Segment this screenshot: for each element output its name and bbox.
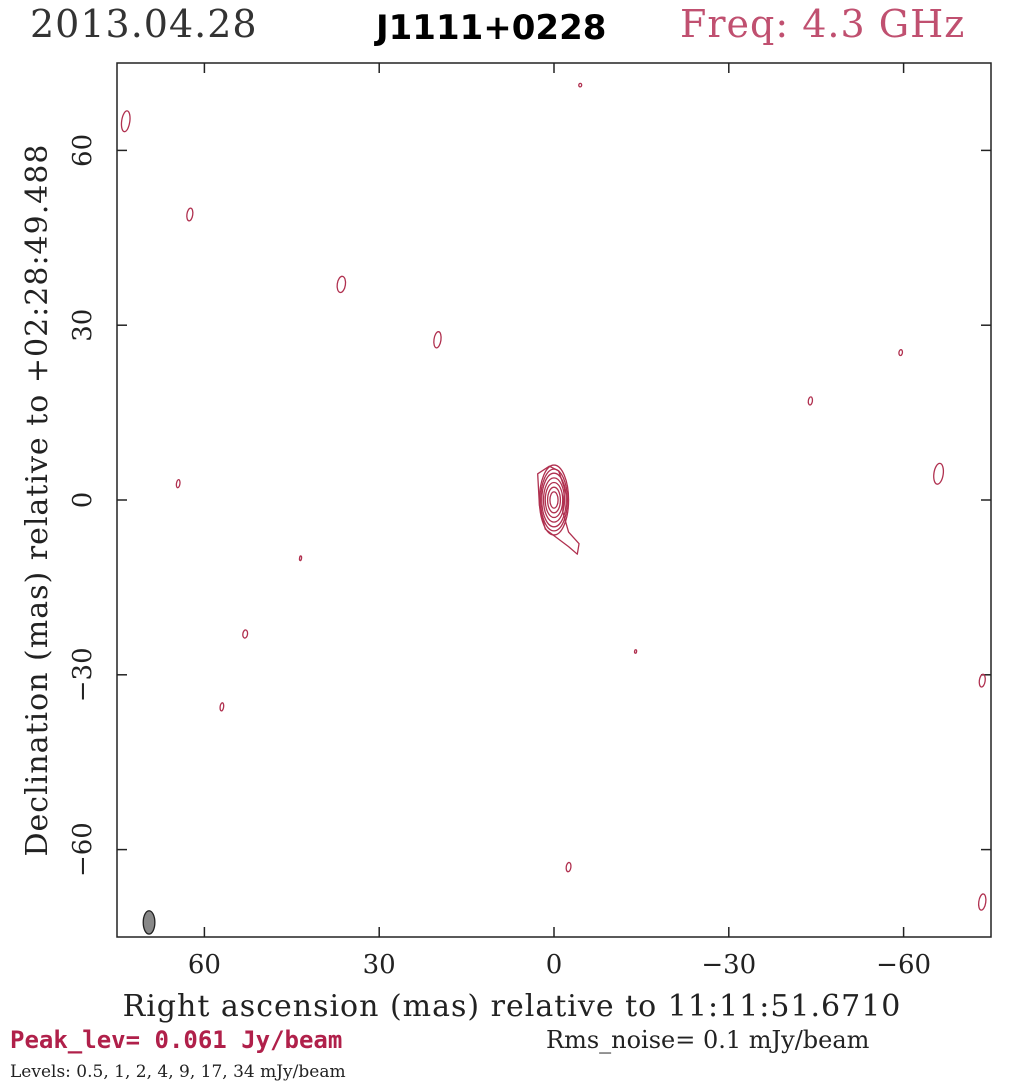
y-tick-label: −60 [68, 822, 98, 877]
plot-frame [116, 62, 992, 938]
contour-levels: Levels: 0.5, 1, 2, 4, 9, 17, 34 mJy/beam [10, 1062, 346, 1082]
y-axis-title: Declination (mas) relative to +02:28:49.… [20, 143, 55, 856]
noise-contour [565, 861, 572, 873]
core-contour [541, 472, 567, 528]
noise-contour [298, 555, 303, 562]
core-contour [549, 491, 559, 509]
axis-ticks: 60 30 0 −30 −60 60 30 0 −30 −60 [68, 63, 991, 980]
noise-contour [978, 673, 986, 688]
y-tick-label: 0 [68, 492, 98, 509]
noise-contour [186, 207, 194, 222]
core-contour [546, 486, 562, 514]
frequency-label: Freq: 4.3 GHz [680, 2, 966, 46]
rms-noise: Rms_noise= 0.1 mJy/beam [546, 1026, 870, 1054]
core-contour [542, 477, 566, 523]
noise-contour [933, 462, 945, 485]
noise-contour [807, 396, 814, 406]
jet-contour [537, 465, 580, 555]
noise-contour [242, 629, 249, 639]
x-tick-label: 30 [363, 950, 396, 980]
core-contour [544, 481, 564, 519]
x-tick-label: 0 [546, 950, 563, 980]
y-tick-label: 60 [68, 134, 98, 167]
noise-contour [433, 331, 442, 349]
y-tick-label: −30 [68, 647, 98, 702]
x-tick-label: −30 [701, 950, 756, 980]
noise-contour [633, 649, 638, 654]
peak-level: Peak_lev= 0.061 Jy/beam [10, 1026, 343, 1054]
beam-ellipse [142, 910, 156, 935]
y-tick-label: 30 [68, 309, 98, 342]
x-tick-label: −60 [876, 950, 931, 980]
noise-contour [977, 893, 987, 911]
contour-layer [120, 82, 987, 935]
source-name: J1111+0228 [376, 8, 607, 48]
noise-contour [578, 82, 583, 88]
noise-contour [219, 702, 225, 712]
x-tick-label: 60 [188, 950, 221, 980]
observation-date: 2013.04.28 [30, 2, 258, 46]
noise-contour [898, 349, 904, 357]
noise-contour [120, 110, 131, 133]
noise-contour [336, 275, 347, 294]
x-axis-title: Right ascension (mas) relative to 11:11:… [123, 989, 902, 1024]
noise-contour [175, 478, 181, 489]
